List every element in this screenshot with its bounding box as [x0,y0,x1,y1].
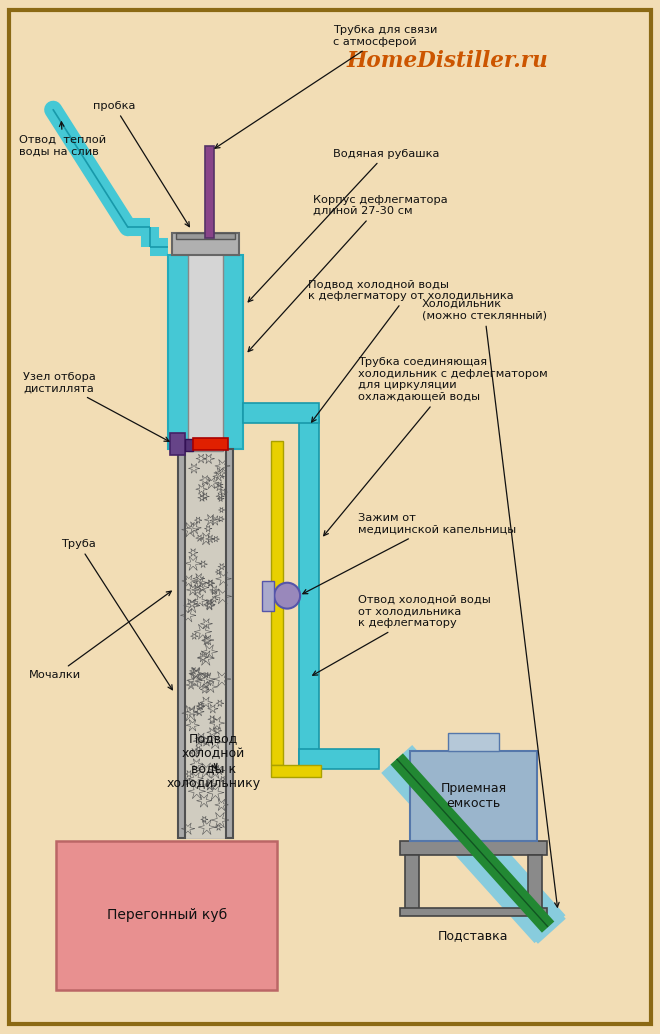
Text: Холодильник
(можно стеклянный): Холодильник (можно стеклянный) [422,299,559,907]
Bar [172,234,240,255]
Bar [168,255,244,450]
Text: Подвод холодной воды
к дефлегматору от холодильника: Подвод холодной воды к дефлегматору от х… [308,279,513,422]
Bar [178,450,185,838]
Text: Мочалки: Мочалки [29,591,172,680]
Bar [447,733,499,751]
Bar [299,418,319,769]
Text: Трубка для связи
с атмосферой: Трубка для связи с атмосферой [215,25,438,148]
Text: Отвод холодной воды
от холодильника
к дефлегматору: Отвод холодной воды от холодильника к де… [313,595,491,675]
Bar [400,841,547,854]
Bar [528,854,542,909]
Bar [244,403,319,423]
Circle shape [275,583,300,609]
Bar [226,450,234,838]
Text: Узел отбора
дистиллята: Узел отбора дистиллята [23,372,169,442]
Text: Зажим от
медицинской капельницы: Зажим от медицинской капельницы [303,513,516,594]
Bar [170,433,185,455]
Text: пробка: пробка [93,100,189,226]
Text: Труба: Труба [61,539,172,690]
Text: Подставка: Подставка [438,930,509,942]
Bar [400,908,547,916]
Bar [187,253,224,451]
Bar [271,442,283,765]
Text: Подвод
холодной
воды к
холодильнику: Подвод холодной воды к холодильнику [166,732,261,790]
Text: Корпус дефлегматора
длиной 27-30 см: Корпус дефлегматора длиной 27-30 см [248,194,447,352]
Text: Водяная рубашка: Водяная рубашка [248,149,440,302]
Bar [56,841,277,990]
Bar [271,765,321,777]
Text: Приемная
емкость: Приемная емкость [440,782,506,810]
Text: HomeDistiller.ru: HomeDistiller.ru [346,50,548,72]
Bar [193,438,228,450]
Bar [410,751,537,841]
Text: Отвод  теплой
воды на слив: Отвод теплой воды на слив [19,122,106,156]
Bar [205,146,214,238]
Bar [176,234,236,239]
Bar [262,581,275,611]
Bar [299,749,379,769]
Bar [185,450,226,838]
Bar [185,439,193,451]
Text: Перегонный куб: Перегонный куб [106,908,227,922]
Bar [405,854,418,909]
Text: Трубка соединяющая
холодильник с дефлегматором
для циркуляции
охлаждающей воды: Трубка соединяющая холодильник с дефлегм… [323,357,548,536]
